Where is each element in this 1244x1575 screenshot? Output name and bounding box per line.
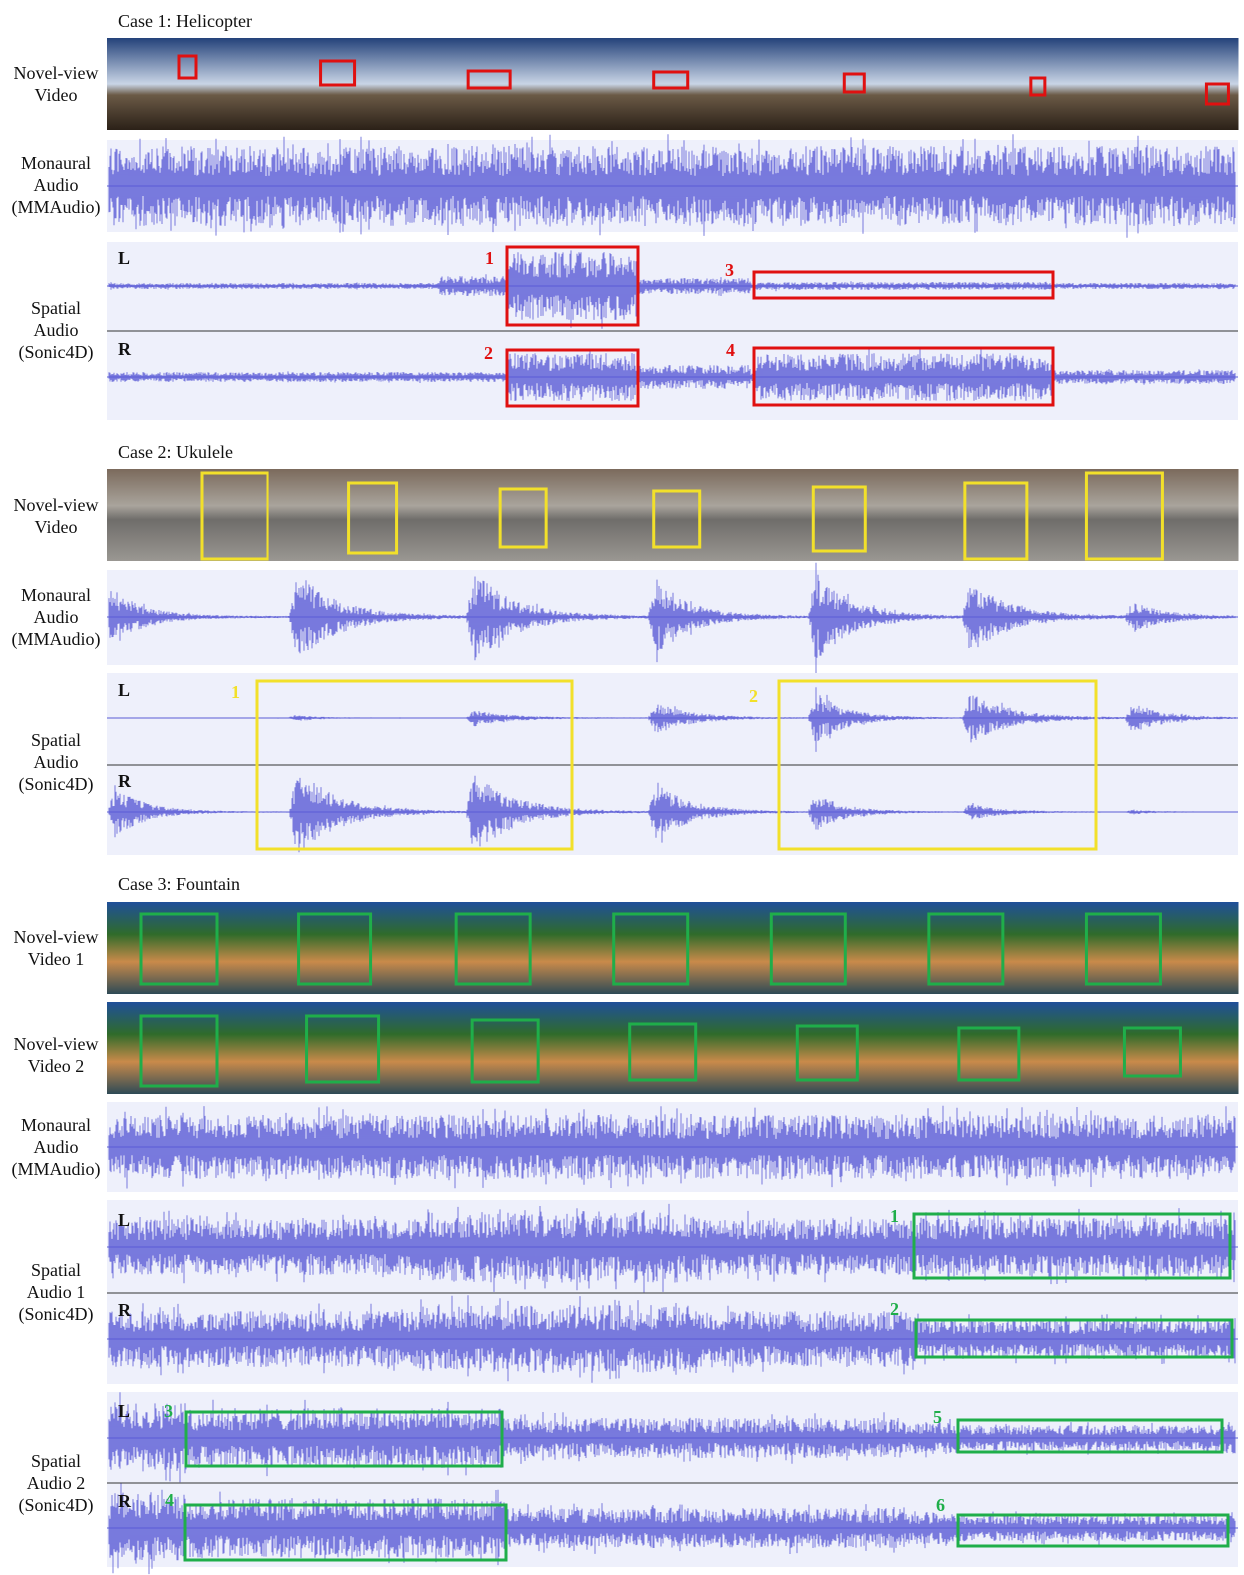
row-label-line: (MMAudio) bbox=[12, 197, 101, 218]
box-number: 3 bbox=[164, 1401, 173, 1421]
channel-label: R bbox=[118, 771, 132, 791]
box-number: 6 bbox=[936, 1495, 945, 1515]
channel-label: R bbox=[118, 339, 132, 359]
row-label-line: Novel-view bbox=[14, 495, 99, 515]
video-frame bbox=[107, 38, 269, 130]
row-label-line: Audio bbox=[34, 320, 79, 340]
row-label-line: Spatial bbox=[31, 1451, 81, 1471]
video-frame bbox=[753, 902, 915, 994]
row-label-line: Monaural bbox=[21, 585, 91, 605]
case-title: Case 2: Ukulele bbox=[118, 442, 233, 462]
channel-label: L bbox=[118, 680, 130, 700]
case-title: Case 1: Helicopter bbox=[118, 11, 252, 31]
box-number: 4 bbox=[165, 1490, 174, 1510]
channel-label: R bbox=[118, 1491, 132, 1511]
channel-label: L bbox=[118, 1401, 130, 1421]
video-frame bbox=[1076, 902, 1238, 994]
row-label-line: Spatial bbox=[31, 298, 81, 318]
row-label-line: Audio bbox=[34, 1137, 79, 1157]
video-frame bbox=[592, 38, 754, 130]
row-label-line: Audio bbox=[34, 752, 79, 772]
channel-label: R bbox=[118, 1300, 132, 1320]
video-frame bbox=[592, 902, 754, 994]
box-number: 1 bbox=[231, 682, 240, 702]
box-number: 4 bbox=[726, 340, 735, 360]
row-label-line: Audio bbox=[34, 607, 79, 627]
row-label-line: (Sonic4D) bbox=[19, 1495, 94, 1516]
row-label-line: Video 2 bbox=[28, 1056, 84, 1076]
box-number: 2 bbox=[890, 1299, 899, 1319]
row-label-line: Novel-view bbox=[14, 927, 99, 947]
row-label-line: Video 1 bbox=[28, 949, 84, 969]
row-label-line: Audio 1 bbox=[27, 1282, 86, 1302]
row-label: MonauralAudio(MMAudio) bbox=[12, 1115, 101, 1180]
row-label-line: Spatial bbox=[31, 730, 81, 750]
box-number: 2 bbox=[484, 343, 493, 363]
channel-label: L bbox=[118, 248, 130, 268]
video-frame bbox=[915, 38, 1077, 130]
row-label-line: Monaural bbox=[21, 1115, 91, 1135]
row-label-line: Spatial bbox=[31, 1260, 81, 1280]
video-frame bbox=[269, 902, 431, 994]
waveform-panel bbox=[107, 673, 1238, 855]
row-label-line: (Sonic4D) bbox=[19, 774, 94, 795]
row-label-line: (Sonic4D) bbox=[19, 342, 94, 363]
row-label-line: Monaural bbox=[21, 153, 91, 173]
row-label-line: Video bbox=[35, 517, 78, 537]
case-title: Case 3: Fountain bbox=[118, 874, 240, 894]
video-frame bbox=[430, 902, 592, 994]
video-frame bbox=[107, 469, 269, 561]
video-frame bbox=[1076, 1002, 1238, 1094]
video-frame bbox=[430, 1002, 592, 1094]
video-frame bbox=[753, 469, 915, 561]
channel-label: L bbox=[118, 1210, 130, 1230]
video-frame bbox=[753, 38, 915, 130]
row-label-line: (Sonic4D) bbox=[19, 1304, 94, 1325]
box-number: 1 bbox=[890, 1206, 899, 1226]
row-label-line: Audio 2 bbox=[27, 1473, 86, 1493]
row-label-line: (MMAudio) bbox=[12, 629, 101, 650]
row-label-line: Novel-view bbox=[14, 1034, 99, 1054]
video-frame bbox=[107, 902, 269, 994]
box-number: 3 bbox=[725, 260, 734, 280]
row-label: SpatialAudio 1(Sonic4D) bbox=[19, 1260, 94, 1325]
box-number: 2 bbox=[749, 686, 758, 706]
figure: Case 1: HelicopterNovel-viewVideoMonaura… bbox=[0, 0, 1244, 1575]
video-frame bbox=[1076, 469, 1238, 561]
row-label-line: Audio bbox=[34, 175, 79, 195]
row-label-line: Novel-view bbox=[14, 63, 99, 83]
row-label-line: Video bbox=[35, 85, 78, 105]
box-number: 1 bbox=[485, 248, 494, 268]
box-number: 5 bbox=[933, 1407, 942, 1427]
video-frame bbox=[915, 902, 1077, 994]
row-label-line: (MMAudio) bbox=[12, 1159, 101, 1180]
